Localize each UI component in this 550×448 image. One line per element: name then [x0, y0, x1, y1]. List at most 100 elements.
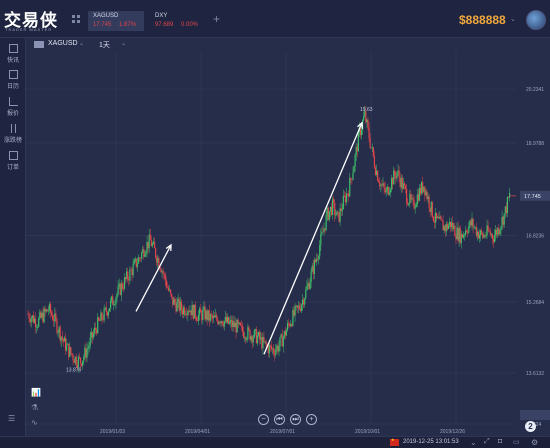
scroll-start-button[interactable]: ⏮	[274, 414, 285, 425]
candle-body	[432, 217, 435, 222]
candle-body	[222, 324, 224, 327]
candle-body	[295, 305, 297, 307]
candle-body	[281, 334, 283, 347]
ticker-tab-dxy[interactable]: DXY 97.689 0.00%	[150, 11, 200, 31]
sidebar-item-calendar[interactable]: 日历	[0, 68, 26, 94]
candle-body	[350, 177, 352, 180]
candle-body	[507, 197, 510, 198]
candle-body	[436, 212, 438, 219]
candle-body	[49, 304, 52, 313]
candle-body	[344, 195, 347, 203]
chevron-down-icon[interactable]: ⌄	[510, 16, 516, 23]
candle-body	[217, 319, 219, 324]
candle-body	[251, 336, 253, 343]
candle-body	[383, 183, 385, 188]
candle-body	[194, 304, 196, 318]
current-price-label: 17.745	[524, 194, 541, 200]
candle-body	[407, 202, 409, 205]
candle-body	[218, 322, 220, 324]
candle-body	[47, 310, 49, 312]
sidebar-item-quote[interactable]: 报价	[0, 95, 26, 121]
candle-body	[120, 283, 122, 295]
candle-body	[262, 337, 264, 349]
candle-body	[62, 339, 64, 342]
ticker-name: DXY	[155, 13, 168, 19]
candle-body	[437, 217, 439, 219]
grid-menu-icon[interactable]	[72, 15, 80, 23]
candle-body	[429, 207, 431, 212]
ticker-price: 17.745	[93, 22, 112, 28]
candle-body	[340, 208, 342, 212]
candle-body	[328, 211, 330, 220]
candle-body	[408, 203, 410, 205]
candle-body	[40, 312, 42, 318]
candle-body	[412, 198, 414, 200]
candle-body	[32, 315, 34, 323]
candle-body	[400, 177, 402, 188]
ticker-change: 1.87%	[119, 22, 137, 28]
candle-body	[176, 301, 178, 312]
sidebar-item-news[interactable]: 快讯	[0, 42, 26, 68]
candle-body	[248, 327, 250, 330]
candle-body	[244, 337, 246, 339]
gear-icon[interactable]: ⚙	[531, 438, 539, 447]
candle-body	[98, 317, 100, 321]
candle-body	[39, 312, 41, 319]
candle-body	[370, 147, 372, 149]
sidebar-item-ranking[interactable]: 涨跌榜	[0, 122, 26, 148]
y-tick-label: 18.9788	[526, 141, 544, 147]
candle-body	[42, 312, 44, 323]
monitor-icon[interactable]: ▭	[513, 439, 520, 446]
avatar[interactable]	[526, 10, 546, 30]
candle-body	[97, 317, 99, 334]
candle-body	[205, 310, 207, 320]
menu-icon[interactable]: ☰	[8, 414, 16, 423]
candle-body	[271, 348, 274, 350]
candle-body	[35, 326, 38, 328]
notification-badge[interactable]: 2	[525, 421, 536, 432]
period-selector[interactable]: 1天	[99, 42, 110, 49]
candle-body	[508, 192, 511, 198]
candle-body	[166, 287, 169, 288]
left-sidebar: 快讯 日历 报价 涨跌榜 订单 ☰	[0, 38, 26, 448]
symbol-selector[interactable]: XAGUSD	[48, 40, 78, 47]
camera-icon[interactable]: ◘	[498, 438, 503, 445]
candle-body	[226, 316, 229, 323]
fullscreen-icon[interactable]: ⤢	[484, 438, 490, 445]
candle-body	[485, 235, 487, 237]
sidebar-item-order[interactable]: 订单	[0, 149, 26, 175]
chevron-down-icon[interactable]: ⌄	[121, 41, 127, 47]
candle-body	[186, 314, 188, 315]
candle-body	[390, 178, 393, 190]
candle-body	[182, 307, 185, 315]
candle-body	[466, 230, 468, 232]
candle-body	[132, 264, 134, 276]
ticker-name: XAGUSD	[93, 13, 119, 19]
price-chart[interactable]: 20.234118.978816.823615.268413.613212.42…	[26, 52, 550, 436]
candle-body	[492, 238, 495, 243]
indicator-icon[interactable]: 📊	[31, 388, 41, 397]
candle-body	[292, 310, 294, 326]
flask-icon[interactable]: ⚗	[31, 403, 39, 412]
candle-body	[381, 184, 383, 186]
candle-body	[310, 271, 312, 283]
wave-icon[interactable]: ∿	[31, 418, 38, 427]
ticker-tab-xagusd[interactable]: XAGUSD 17.745 1.87%	[88, 11, 144, 31]
candle-body	[348, 193, 350, 197]
candle-body	[43, 308, 45, 323]
candle-body	[264, 341, 266, 343]
account-balance[interactable]: $888888	[459, 13, 506, 27]
candle-body	[477, 231, 480, 239]
zoom-out-button[interactable]: −	[258, 414, 269, 425]
add-tab-button[interactable]: +	[213, 12, 221, 26]
zoom-in-button[interactable]: +	[306, 414, 317, 425]
candle-body	[297, 305, 299, 308]
scroll-end-button[interactable]: ⏭	[290, 414, 301, 425]
chevron-down-icon[interactable]: ⌄	[79, 41, 85, 47]
candle-body	[304, 298, 306, 305]
y-tick-label: 16.8236	[526, 233, 544, 239]
candle-body	[377, 170, 379, 181]
chevron-down-icon[interactable]: ⌄	[470, 438, 477, 447]
candle-body	[48, 304, 51, 311]
candle-body	[306, 286, 308, 290]
